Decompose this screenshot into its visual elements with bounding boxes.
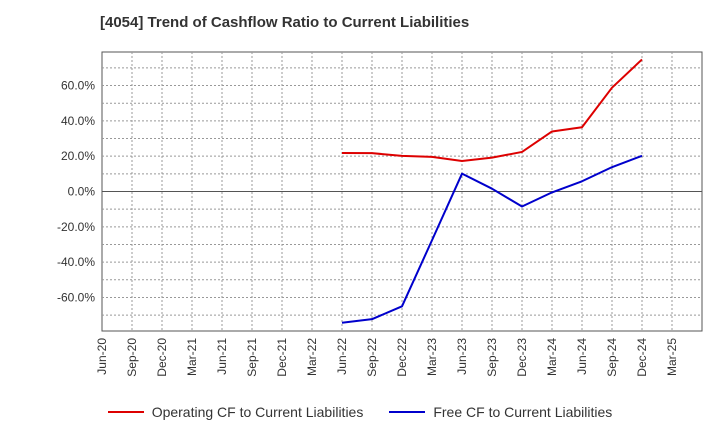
y-tick-label: 20.0% [61,149,95,163]
legend-label-free-cf: Free CF to Current Liabilities [433,404,613,420]
legend: Operating CF to Current Liabilities Free… [0,404,720,420]
x-tick-label: Dec-22 [395,338,409,377]
x-tick-label: Sep-23 [485,338,499,377]
x-tick-label: Jun-20 [95,338,109,375]
y-tick-label: -20.0% [57,220,95,234]
x-tick-label: Mar-22 [305,338,319,376]
y-tick-label: -40.0% [57,255,95,269]
series-line-free-cf [341,154,643,324]
y-tick-label: 60.0% [61,79,95,93]
x-tick-label: Sep-21 [245,338,259,377]
x-tick-label: Sep-24 [605,338,619,377]
x-tick-label: Mar-23 [425,338,439,376]
x-tick-label: Sep-22 [365,338,379,377]
x-tick-label: Mar-25 [665,338,679,376]
y-tick-label: 0.0% [68,185,96,199]
chart-title: [4054] Trend of Cashflow Ratio to Curren… [100,14,470,31]
series-line-operating-cf [341,58,643,162]
x-tick-label: Mar-24 [545,338,559,376]
x-tick-label: Dec-24 [635,338,649,377]
legend-swatch-free-cf [389,411,426,413]
x-tick-label: Sep-20 [125,338,139,377]
y-tick-label: 40.0% [61,114,95,128]
x-tick-label: Jun-24 [575,338,589,375]
legend-item-operating-cf: Operating CF to Current Liabilities [107,404,364,420]
x-tick-label: Jun-22 [335,338,349,375]
x-tick-label: Jun-23 [455,338,469,375]
x-tick-label: Mar-21 [185,338,199,376]
x-tick-label: Dec-23 [515,338,529,377]
x-tick-label: Dec-21 [275,338,289,377]
x-tick-label: Dec-20 [155,338,169,377]
x-tick-label: Jun-21 [215,338,229,375]
y-tick-label: -60.0% [57,290,95,304]
legend-swatch-operating-cf [107,411,144,413]
legend-item-free-cf: Free CF to Current Liabilities [389,404,612,420]
legend-label-operating-cf: Operating CF to Current Liabilities [151,404,364,420]
